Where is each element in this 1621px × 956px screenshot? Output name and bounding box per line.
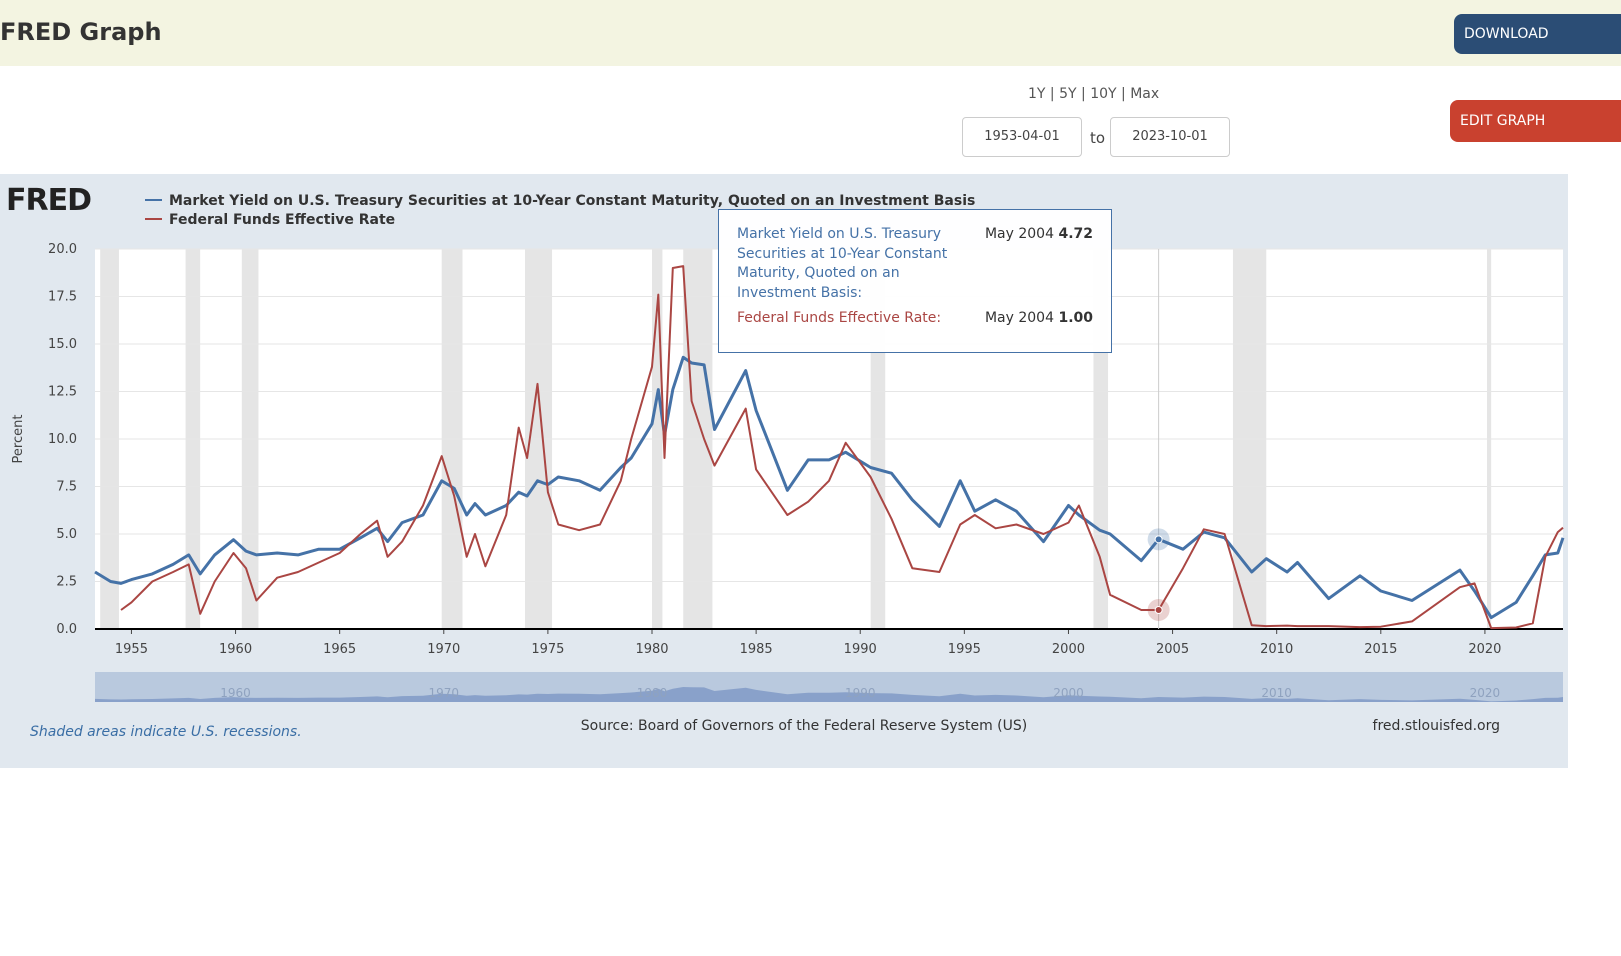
tooltip-value: May 2004 4.72 [985, 225, 1093, 245]
navigator-label: 1990 [845, 686, 876, 700]
navigator-label: 2020 [1470, 686, 1501, 700]
range-link[interactable]: 1Y [1028, 86, 1046, 102]
tooltip-date: May 2004 [984, 310, 1054, 326]
recession-note: Shaded areas indicate U.S. recessions. [30, 724, 302, 740]
site-link[interactable]: fred.stlouisfed.org [1373, 718, 1500, 734]
start-date[interactable]: 1953-04-01 [962, 117, 1082, 157]
x-tick-label: 2005 [1156, 642, 1189, 657]
y-tick-label: 20.0 [48, 242, 77, 257]
x-tick-label: 1975 [531, 642, 564, 657]
download-button[interactable]: DOWNLOAD [1454, 14, 1621, 54]
end-date[interactable]: 2023-10-01 [1110, 117, 1230, 157]
navigator-area [95, 687, 1563, 702]
tooltip-number: 1.00 [1058, 310, 1093, 326]
y-tick-label: 15.0 [48, 337, 77, 352]
series-line [94, 355, 1565, 620]
navigator-label: 1980 [637, 686, 668, 700]
legend-label: Market Yield on U.S. Treasury Securities… [169, 193, 975, 209]
series-line [120, 265, 1564, 630]
x-tick-label: 1995 [948, 642, 981, 657]
tooltip-number: 4.72 [1058, 226, 1093, 242]
y-tick-label: 0.0 [56, 622, 77, 637]
range-links: 1Y | 5Y | 10Y | Max [1028, 86, 1160, 102]
range-link[interactable]: 10Y [1090, 86, 1117, 102]
tooltip-value: May 2004 1.00 [985, 309, 1093, 329]
y-tick-label: 2.5 [56, 575, 77, 590]
range-link[interactable]: 5Y [1059, 86, 1077, 102]
x-tick-label: 2010 [1260, 642, 1293, 657]
logo: FRED [6, 183, 91, 218]
tooltip-date: May 2004 [984, 226, 1054, 242]
y-tick-label: 12.5 [48, 385, 77, 400]
x-tick-label: 1955 [115, 642, 148, 657]
x-tick-label: 1960 [219, 642, 252, 657]
source: Source: Board of Governors of the Federa… [581, 718, 1027, 734]
y-tick-label: 10.0 [48, 432, 77, 447]
x-tick-label: 1970 [427, 642, 460, 657]
hover-point [1154, 606, 1163, 614]
legend-label: Federal Funds Effective Rate [169, 212, 395, 228]
to-label: to [1090, 129, 1106, 147]
x-tick-label: 2000 [1052, 642, 1085, 657]
x-tick-label: 1965 [323, 642, 356, 657]
y-axis-label: Percent [11, 415, 26, 464]
page-title: FRED Graph [0, 18, 162, 46]
edit-graph-button[interactable]: EDIT GRAPH [1450, 100, 1621, 142]
range-link[interactable]: Max [1130, 86, 1160, 102]
x-tick-label: 1980 [635, 642, 668, 657]
y-tick-label: 5.0 [56, 527, 77, 542]
navigator-label: 2010 [1261, 686, 1292, 700]
tooltip: Market Yield on U.S. Treasury Securities… [718, 209, 1112, 353]
x-tick-label: 2015 [1364, 642, 1397, 657]
y-tick-label: 17.5 [48, 290, 77, 305]
header: FRED Graph DOWNLOAD [0, 0, 1621, 66]
navigator-label: 1960 [220, 686, 251, 700]
x-tick-label: 1990 [844, 642, 877, 657]
tooltip-label: Federal Funds Effective Rate: [737, 310, 942, 326]
x-tick-label: 1985 [740, 642, 773, 657]
x-tick-label: 2020 [1468, 642, 1501, 657]
navigator-label: 1970 [429, 686, 460, 700]
y-tick-label: 7.5 [56, 480, 77, 495]
navigator-label: 2000 [1053, 686, 1084, 700]
hover-point [1154, 535, 1163, 544]
tooltip-label: Market Yield on U.S. Treasury Securities… [737, 226, 948, 301]
